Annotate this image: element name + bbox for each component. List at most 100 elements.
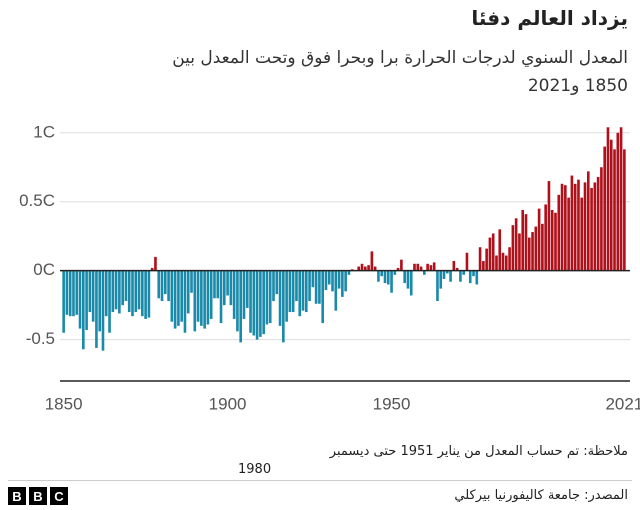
bar [282,270,285,343]
bar [586,171,590,271]
bar [190,270,193,293]
bar [518,233,521,271]
source: المصدر: جامعة كاليفورنيا بيركلي [454,488,628,503]
bar [213,270,216,299]
bar [580,197,584,271]
bar [314,270,318,304]
bar [232,270,236,319]
bar [124,270,128,302]
bar [491,233,495,271]
bar [380,270,384,277]
bar [226,270,229,296]
y-tick-label: 0C [33,260,55,279]
bar [62,270,65,333]
bar [242,270,246,319]
bar [88,270,92,313]
bar [547,181,551,271]
bar [560,183,564,271]
bar [590,187,593,271]
bar [193,270,197,332]
bar [134,270,138,313]
bar [245,270,249,308]
y-tick-label: 1C [33,122,55,141]
bar [482,261,485,271]
bar [249,270,252,333]
bar [236,270,239,332]
bar [72,270,75,317]
bar [439,270,443,289]
bar [534,226,538,271]
bar [141,270,144,317]
bar [495,255,498,271]
bar [144,270,147,319]
bar [370,251,374,271]
bar [554,212,557,271]
bar [541,223,544,271]
bar [160,270,164,302]
bar [436,270,439,302]
bar [403,270,406,284]
bar [206,270,210,325]
bar [327,270,331,285]
bar [275,270,279,295]
bar [511,225,515,271]
bar [239,270,243,343]
bar [259,270,262,337]
bar [613,149,616,271]
bar [183,270,187,333]
x-tick-label: 1850 [45,394,83,413]
bar [452,261,456,271]
bar [524,214,528,271]
bar [409,270,413,296]
bar [485,248,488,271]
bar [416,263,420,271]
bar [127,270,131,313]
bar [265,270,269,325]
bar [196,270,200,322]
bar [295,270,298,302]
bar [600,167,603,271]
bar [577,179,580,271]
bar [505,255,508,271]
bar [321,270,324,324]
bar [262,270,265,335]
bar [324,270,328,290]
bar [95,270,98,348]
bar [393,270,397,275]
bar [268,270,272,324]
bar [527,237,531,271]
bar [114,270,118,310]
bar [111,270,115,313]
bar [298,270,302,317]
bar [508,247,511,271]
bar [331,270,334,292]
bar [229,270,233,306]
bar [347,270,351,275]
note: 1980 [238,462,272,477]
bar [337,270,341,289]
bar [406,270,410,289]
bar [318,270,321,304]
bar [498,229,502,271]
bar [173,270,177,329]
x-tick-label: 2021 [605,394,640,413]
bar [596,176,600,271]
bar [544,204,547,271]
x-tick-label: 1900 [209,394,247,413]
y-tick-label: 0.5C [19,191,55,210]
bar [606,127,610,271]
bar [311,270,315,288]
bar [91,270,95,322]
bar [465,252,469,271]
bar [186,270,190,314]
bar [603,146,606,271]
bar [468,270,472,284]
bar [147,270,151,318]
bar [609,139,613,271]
bar [419,266,423,271]
bar [488,237,492,271]
x-tick-label: 1950 [373,394,411,413]
bar [177,270,180,326]
bar [616,132,620,271]
bar [163,270,167,295]
